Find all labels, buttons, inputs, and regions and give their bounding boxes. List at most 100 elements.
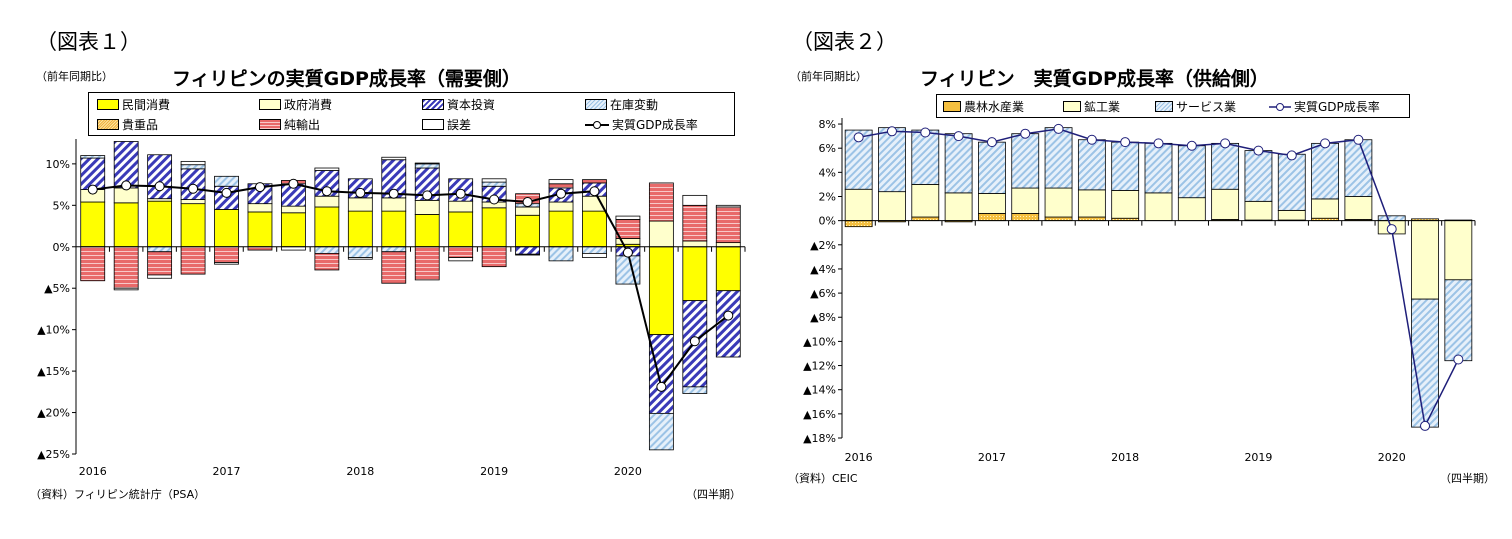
bar-services (1011, 133, 1040, 189)
gdp-growth-point (953, 131, 964, 142)
bar-inventory (347, 246, 373, 258)
bar-private-consumption (381, 210, 407, 248)
bar-private-consumption (281, 212, 306, 248)
legend-swatch (585, 99, 607, 110)
bar-agriculture (1077, 216, 1106, 222)
legend-item-gdp: 実質GDP成長率 (585, 116, 698, 133)
chart-title-1: フィリピンの実質GDP成長率（需要側） (172, 68, 521, 90)
bar-government-consumption (247, 203, 273, 213)
gdp-growth-line (92, 182, 729, 390)
bar-services (1411, 298, 1439, 428)
bar-industry (1444, 220, 1473, 281)
legend-label: サービス業 (1176, 100, 1237, 114)
bar-error (582, 252, 607, 258)
bar-net-exports (147, 251, 173, 276)
bar-net-exports (414, 246, 440, 281)
bar-investment (147, 154, 173, 200)
bar-government-consumption (180, 199, 206, 205)
gdp-growth-point (1086, 134, 1097, 145)
legend-item-valuables: 貴重品 (97, 116, 158, 133)
bar-government-consumption (347, 197, 373, 212)
legend-swatch (422, 119, 444, 130)
gdp-growth-point (121, 180, 132, 191)
y-tick-label: ▲8% (810, 311, 836, 324)
bar-industry (1011, 187, 1040, 214)
y-tick-label: ▲16% (803, 408, 836, 421)
bar-services (1077, 139, 1106, 191)
bar-inventory (147, 246, 173, 253)
gdp-growth-point (355, 187, 366, 198)
bar-private-consumption (314, 206, 340, 248)
bar-error (381, 156, 407, 161)
y-tick-label: ▲14% (803, 384, 836, 397)
legend-item-government-consumption: 政府消費 (259, 96, 332, 113)
gdp-growth-point (920, 127, 931, 138)
legend-item-investment: 資本投資 (422, 96, 495, 113)
bar-error (682, 194, 708, 206)
legend-item-private-consumption: 民間消費 (97, 96, 170, 113)
bar-private-consumption (648, 246, 674, 336)
gdp-growth-point (1453, 354, 1464, 365)
bar-private-consumption (147, 200, 173, 248)
gdp-growth-point (656, 381, 667, 392)
bar-government-consumption (548, 201, 574, 212)
y-tick-label: ▲10% (803, 335, 836, 348)
gdp-growth-point (522, 197, 533, 207)
y-tick-label: ▲15% (37, 365, 70, 378)
legend-label: 誤差 (447, 118, 472, 132)
bar-net-exports (481, 246, 507, 268)
y-tick-label: ▲5% (44, 282, 70, 295)
gdp-growth-point (723, 310, 734, 321)
gdp-growth-point (1020, 128, 1031, 139)
legend-swatch (422, 99, 444, 110)
legend-label: 実質GDP成長率 (612, 118, 698, 132)
bar-inventory (214, 175, 239, 187)
legend-item-gdp: 実質GDP成長率 (1269, 98, 1380, 115)
bar-investment (515, 246, 540, 255)
legend-item-net-exports: 純輸出 (259, 116, 320, 133)
bar-services (878, 127, 906, 193)
gdp-growth-point (1220, 138, 1231, 149)
y-tick-label: 4% (819, 166, 836, 179)
bar-industry (1244, 200, 1273, 221)
bar-industry (1111, 190, 1140, 219)
gdp-growth-point (87, 184, 98, 195)
bar-services (944, 133, 973, 194)
x-tick-label: 2018 (346, 465, 374, 478)
gdp-growth-point (422, 190, 433, 201)
x-tick-label: 2017 (978, 451, 1006, 464)
gdp-growth-point (589, 186, 600, 197)
gdp-growth-point (1286, 150, 1297, 161)
gdp-growth-point (1386, 224, 1397, 235)
bar-private-consumption (180, 203, 206, 248)
legend-swatch (259, 119, 281, 130)
bar-private-consumption (448, 211, 474, 248)
bar-net-exports (648, 182, 674, 222)
gdp-growth-point (1253, 145, 1264, 156)
bar-industry (911, 184, 940, 218)
gdp-growth-point (689, 336, 700, 347)
gdp-growth-point (1153, 138, 1164, 149)
bar-net-exports (448, 246, 474, 258)
x-tick-label: 2017 (213, 465, 241, 478)
bar-net-exports (180, 246, 206, 275)
bar-private-consumption (80, 201, 106, 248)
bar-industry (1044, 187, 1073, 218)
bar-services (1211, 142, 1240, 190)
y-tick-label: ▲12% (803, 360, 836, 373)
y-tick-label: 6% (819, 142, 836, 155)
legend-item-inventory: 在庫変動 (585, 96, 658, 113)
bar-government-consumption (648, 220, 674, 248)
gdp-growth-point (1120, 137, 1131, 148)
legend-label: 政府消費 (284, 98, 333, 112)
bar-inventory (80, 155, 106, 159)
bar-net-exports (314, 252, 340, 271)
bar-net-exports (548, 183, 574, 189)
bar-services (1111, 141, 1140, 191)
bar-government-consumption (582, 195, 607, 212)
bar-private-consumption (214, 209, 239, 248)
gdp-growth-point (986, 137, 997, 148)
bar-error (414, 162, 440, 165)
gdp-growth-point (1320, 138, 1331, 149)
x-tick-label: 2016 (845, 451, 873, 464)
